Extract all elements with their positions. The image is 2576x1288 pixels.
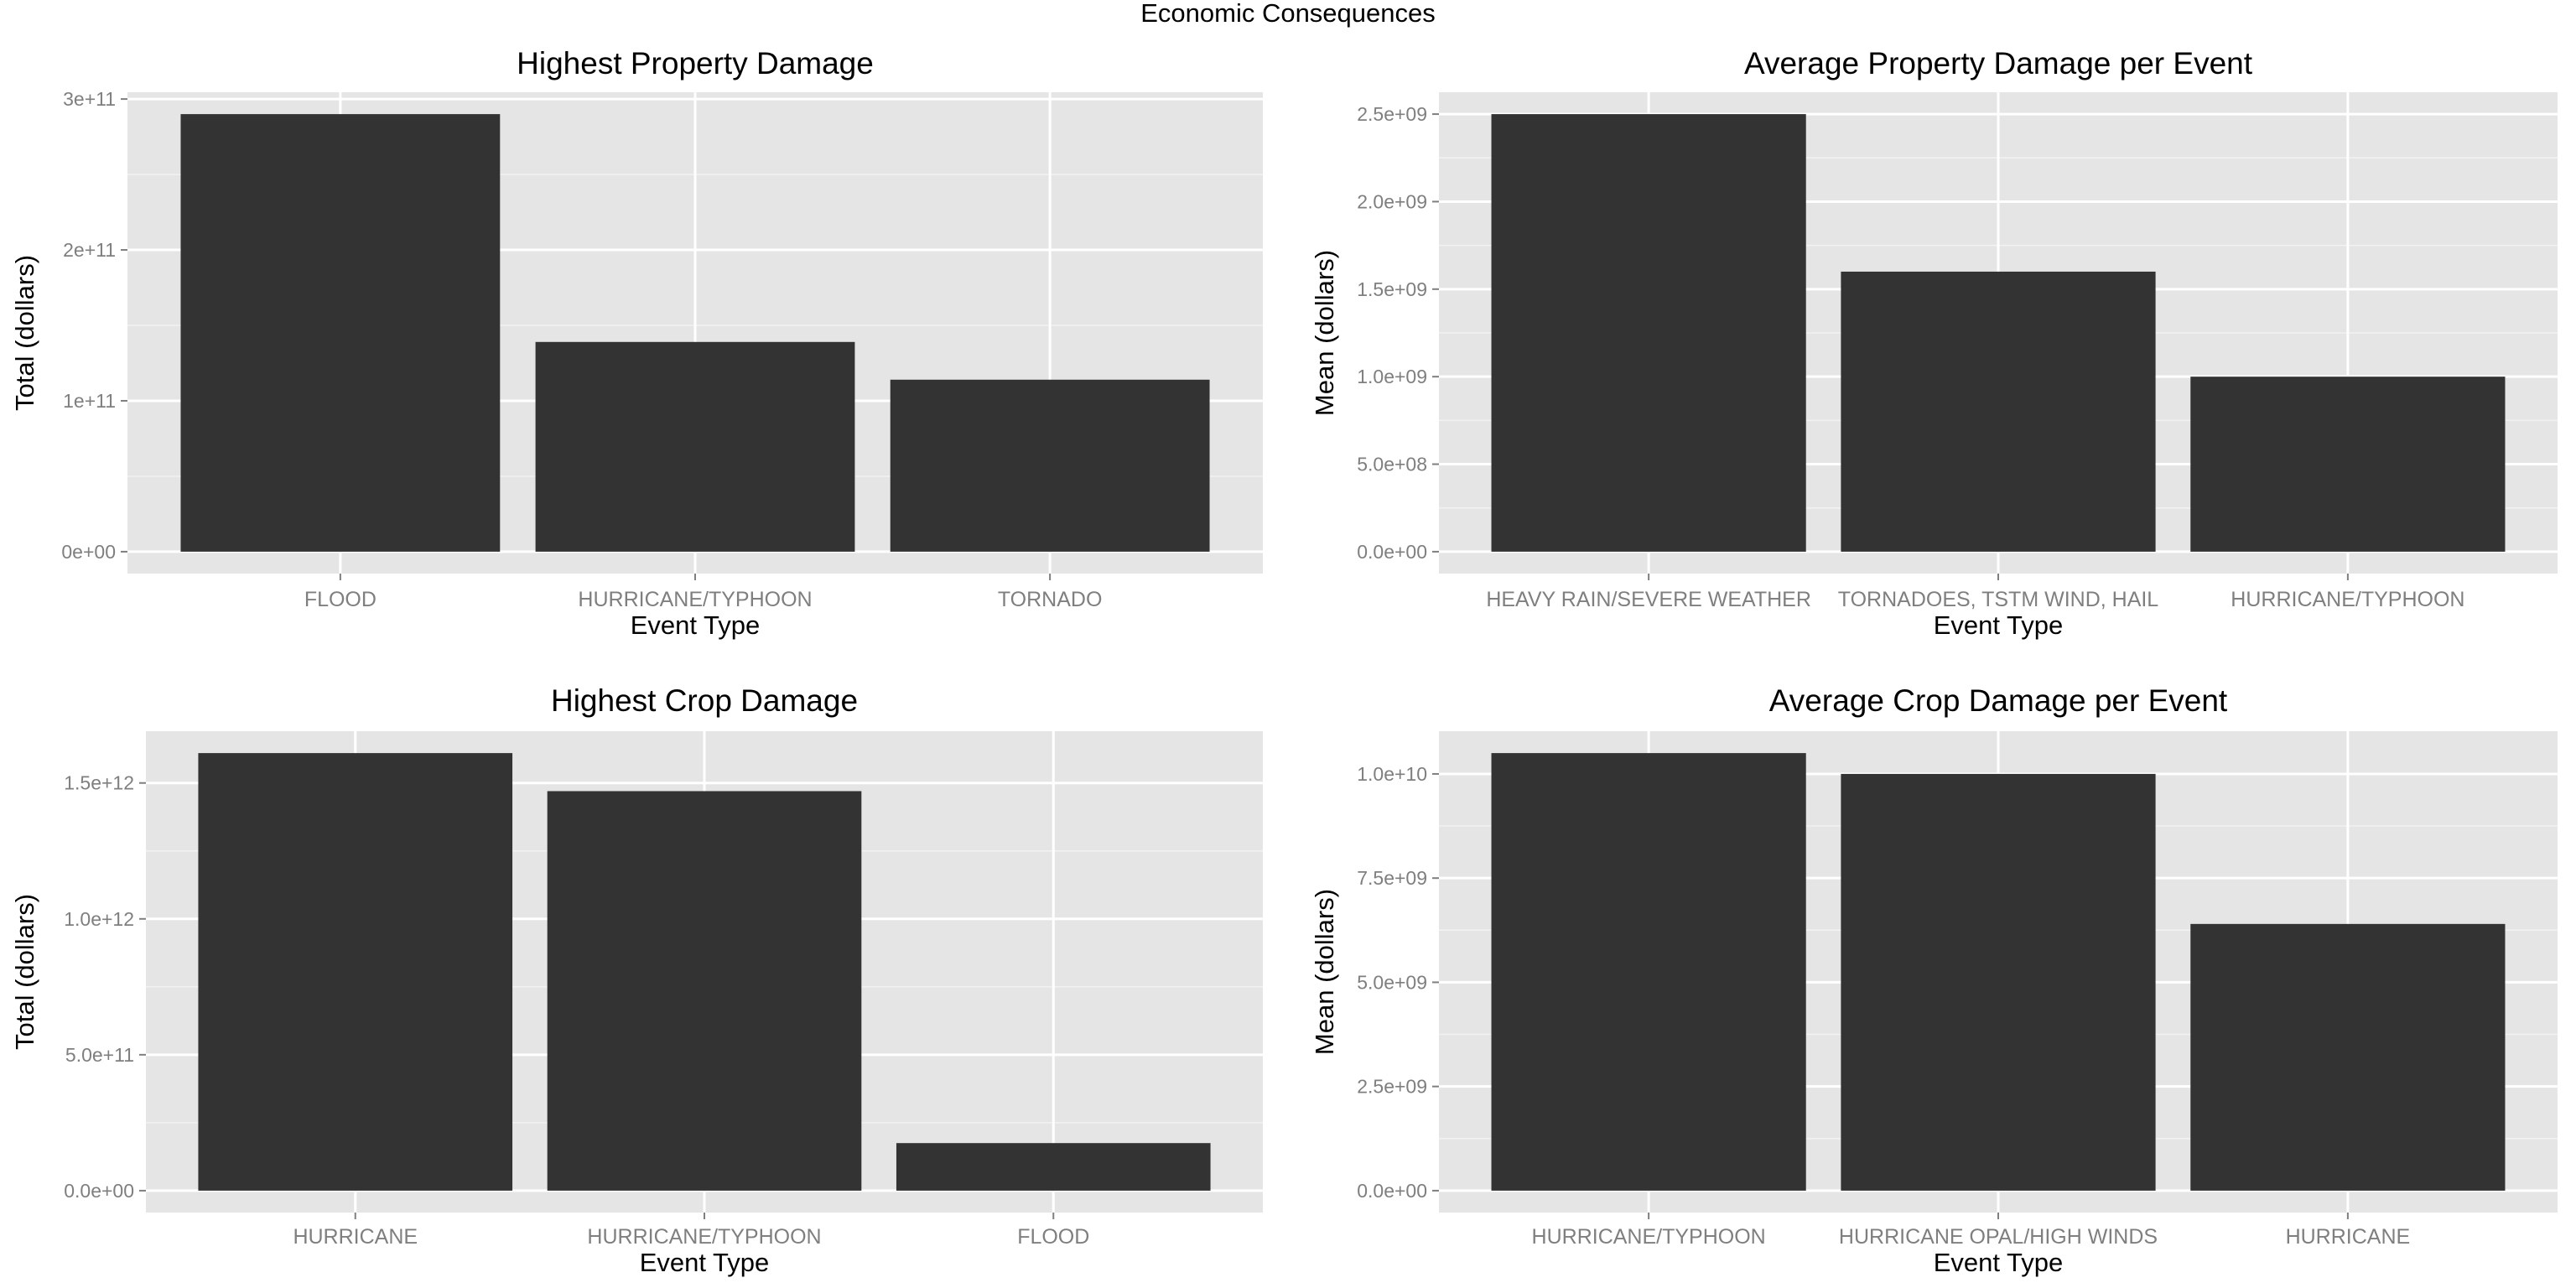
x-tick-label: TORNADOES, TSTM WIND, HAIL [1838, 588, 2159, 611]
y-tick-label: 1.5e+09 [1357, 278, 1427, 300]
panel-title: Highest Property Damage [517, 46, 874, 80]
figure-title: Economic Consequences [1140, 0, 1436, 28]
x-tick-label: HURRICANE/TYPHOON [2231, 588, 2464, 611]
panel-title: Highest Crop Damage [551, 683, 858, 718]
y-tick-label: 0e+00 [61, 541, 116, 563]
y-tick-label: 2.5e+09 [1357, 103, 1427, 125]
bar [1841, 773, 2156, 1191]
bar [180, 114, 501, 552]
y-tick-label: 7.5e+09 [1357, 867, 1427, 889]
y-tick-label: 1e+11 [63, 390, 116, 412]
x-tick-label: HURRICANE/TYPHOON [578, 588, 812, 611]
y-tick-label: 2.5e+09 [1357, 1076, 1427, 1098]
panel-title: Average Property Damage per Event [1744, 46, 2253, 80]
y-axis-label: Mean (dollars) [1310, 889, 1339, 1055]
y-tick-label: 5.0e+09 [1357, 971, 1427, 993]
y-tick-label: 0.0e+00 [1357, 1180, 1427, 1202]
y-tick-label: 5.0e+08 [1357, 454, 1427, 475]
y-axis-label: Total (dollars) [10, 894, 39, 1050]
y-axis-label: Total (dollars) [10, 255, 39, 411]
bar [1491, 753, 1806, 1191]
bar [896, 1143, 1211, 1191]
y-tick-label: 2.0e+09 [1357, 190, 1427, 212]
y-tick-label: 1.0e+12 [64, 908, 134, 930]
x-tick-label: FLOOD [1017, 1225, 1089, 1249]
y-axis-label: Mean (dollars) [1310, 250, 1339, 416]
panel-title: Average Crop Damage per Event [1769, 683, 2228, 718]
y-tick-label: 5.0e+11 [65, 1044, 134, 1066]
x-axis-label: Event Type [1934, 1248, 2064, 1277]
bar [198, 753, 513, 1191]
bar [535, 341, 855, 552]
x-tick-label: HURRICANE OPAL/HIGH WINDS [1839, 1225, 2158, 1249]
bar [547, 791, 862, 1191]
bar [890, 379, 1210, 552]
chart-panel-1: 0e+00 1e+11 2e+11 3e+11 FLOOD HURRICANE/TYPHO… [10, 46, 1263, 640]
y-tick-label: 1.5e+12 [64, 772, 134, 794]
chart-panel-3: 0.0e+00 5.0e+11 1.0e+12 1.5e+12 HURRICANE HUR… [10, 683, 1263, 1277]
chart-panel-4: 0.0e+00 2.5e+09 5.0e+09 7.5e+09 1.0e+10 HURRI… [1310, 683, 2558, 1277]
x-axis-label: Event Type [640, 1248, 770, 1277]
chart-panel-2: 0.0e+00 5.0e+08 1.0e+09 1.5e+09 2.0e+09 2.5e+… [1310, 46, 2558, 640]
x-tick-label: HURRICANE [293, 1225, 418, 1249]
x-tick-label: FLOOD [304, 588, 377, 611]
y-tick-label: 0.0e+00 [64, 1180, 134, 1202]
bar [2190, 377, 2506, 552]
x-axis-label: Event Type [1934, 610, 2064, 640]
x-axis-label: Event Type [631, 610, 761, 640]
x-tick-label: HEAVY RAIN/SEVERE WEATHER [1486, 588, 1811, 611]
x-tick-label: HURRICANE/TYPHOON [1532, 1225, 1766, 1249]
x-tick-label: HURRICANE [2286, 1225, 2411, 1249]
y-tick-label: 0.0e+00 [1357, 541, 1427, 563]
y-tick-label: 1.0e+09 [1357, 366, 1427, 387]
x-tick-label: TORNADO [998, 588, 1103, 611]
bar [1841, 271, 2156, 552]
bar [1491, 114, 1806, 552]
x-tick-label: HURRICANE/TYPHOON [587, 1225, 821, 1249]
bar [2190, 923, 2506, 1191]
y-tick-label: 3e+11 [63, 88, 116, 110]
y-tick-label: 1.0e+10 [1357, 763, 1427, 785]
y-tick-label: 2e+11 [63, 239, 116, 261]
